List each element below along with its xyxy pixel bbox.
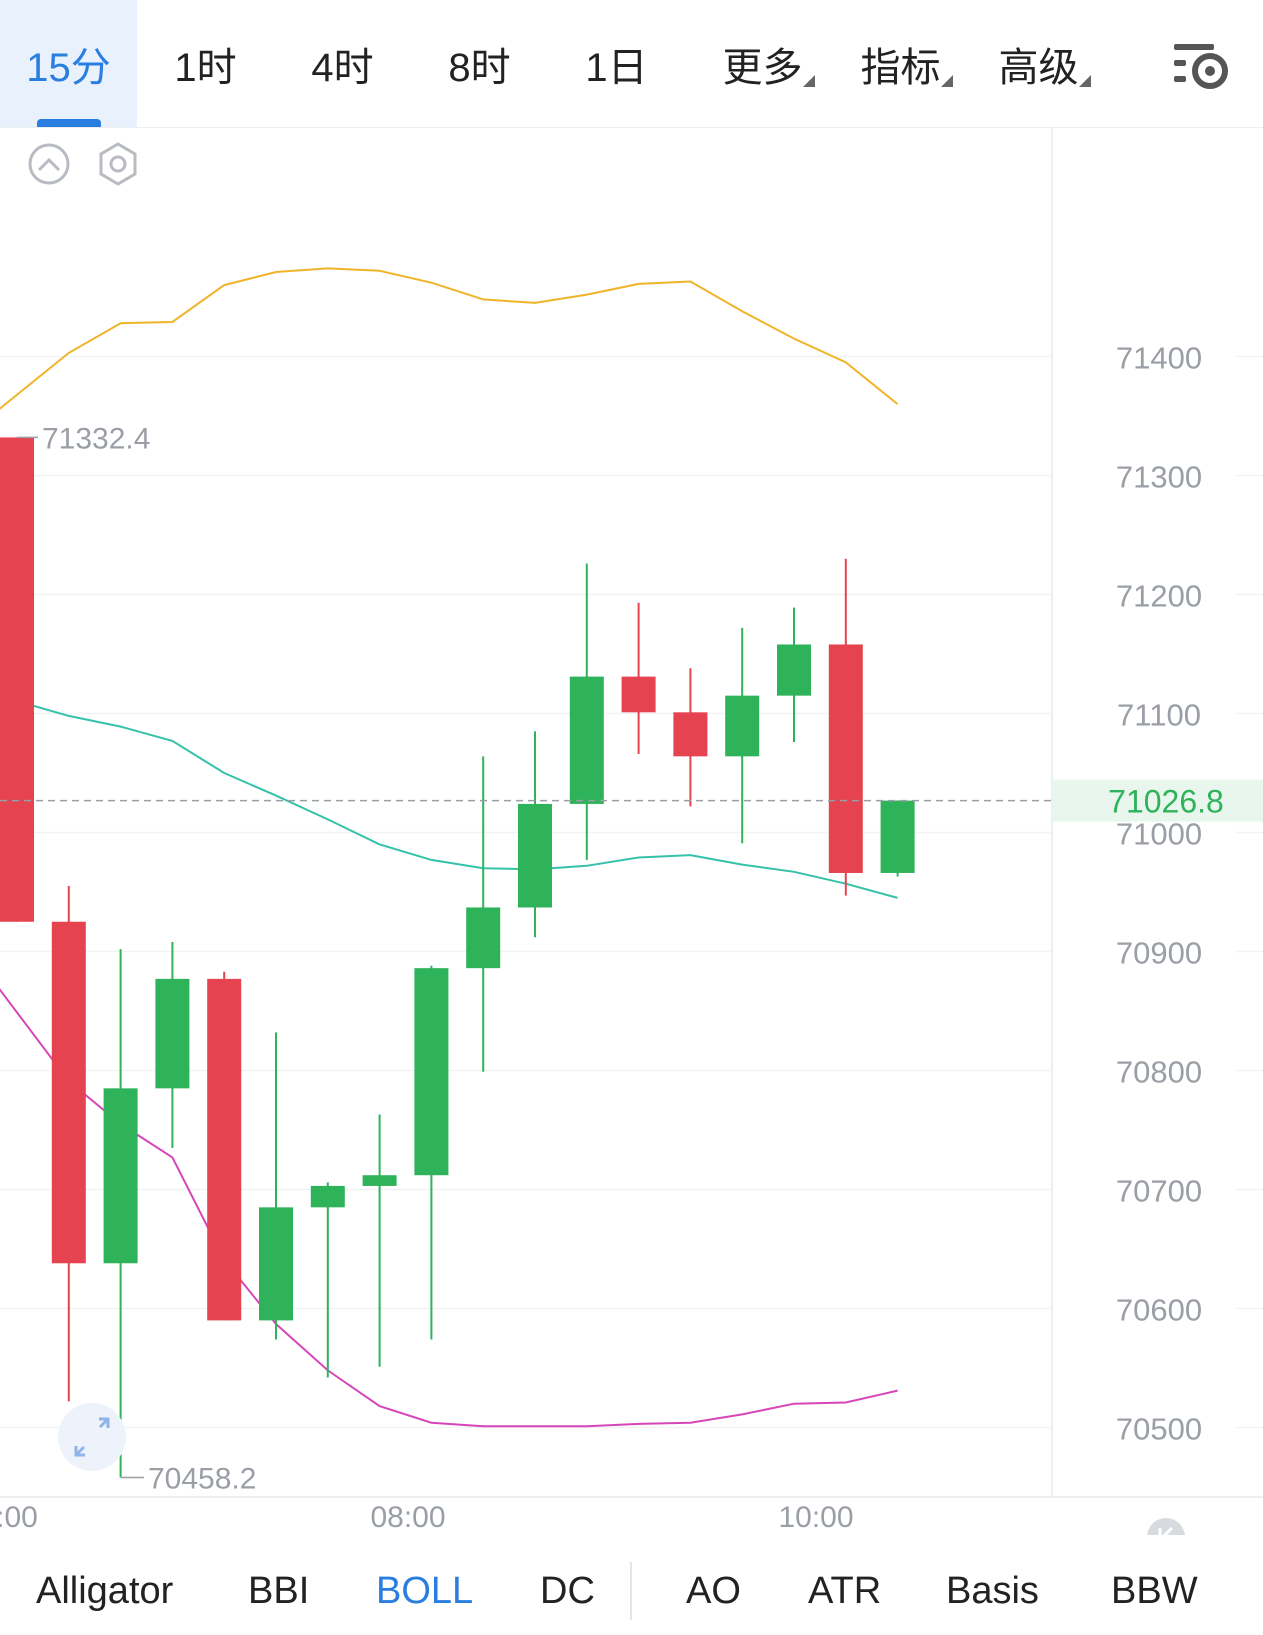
active-tab-indicator (36, 119, 101, 127)
candle (569, 563, 604, 860)
boll-upper-line (0, 267, 899, 410)
candle-body (880, 800, 915, 873)
more-dropdown[interactable]: 更多 (700, 0, 825, 127)
indicator-basis[interactable]: Basis (946, 1570, 1039, 1612)
timeframe-toolbar: 15分 1时 4时 8时 1日 更多 指标 高级 (0, 0, 1263, 128)
min-price-label: 70458.2 (148, 1462, 256, 1495)
tab-label: 15分 (26, 45, 111, 90)
indicator-boll[interactable]: BOLL (376, 1570, 474, 1612)
indicator-ao[interactable]: AO (686, 1570, 741, 1612)
tab-label: 1日 (585, 45, 648, 90)
current-price-label: 71026.8 (1108, 784, 1224, 820)
dropdown-label: 高级 (998, 45, 1079, 90)
y-axis-tick-label: 71200 (1116, 579, 1202, 614)
y-axis-tick-label: 71000 (1116, 817, 1202, 852)
y-axis-tick-label: 70900 (1116, 936, 1202, 971)
candle-body (828, 644, 863, 873)
y-axis-tick-label: 70700 (1116, 1174, 1202, 1209)
tab-label: 1时 (174, 45, 237, 90)
advanced-dropdown[interactable]: 高级 (976, 0, 1101, 127)
candle-body (518, 803, 552, 908)
candle (207, 971, 242, 1321)
y-axis-tick-label: 71400 (1116, 341, 1202, 376)
indicator-atr[interactable]: ATR (808, 1570, 882, 1612)
indicator-bar: Alligator BBI BOLL DC AO ATR Basis BBW (0, 1548, 1263, 1635)
chart-canvas: 71400 71300 71200 71100 71000 70900 70800 70700… (0, 127, 1263, 1556)
indicator-bbi[interactable]: BBI (248, 1570, 310, 1612)
y-axis-tick-label: 70600 (1116, 1293, 1202, 1328)
tab-label: 8时 (448, 45, 511, 90)
indicator-bbw[interactable]: BBW (1111, 1570, 1198, 1612)
candle (310, 1182, 345, 1378)
candle (362, 1114, 397, 1367)
tab-1d[interactable]: 1日 (548, 0, 685, 127)
candlestick-chart[interactable]: 71400 71300 71200 71100 71000 70900 70800 70700… (0, 127, 1263, 1556)
candle-body (466, 907, 501, 969)
dropdown-caret-icon (803, 75, 815, 87)
candle-body (621, 676, 656, 713)
candle (103, 949, 138, 1478)
max-price-label: 71332.4 (42, 422, 150, 455)
candle-body (673, 712, 708, 757)
scroll-to-latest-button[interactable] (1147, 1518, 1185, 1556)
boll-middle-line (0, 695, 898, 899)
candle (673, 668, 708, 807)
settings-gear-icon[interactable] (99, 142, 137, 186)
fullscreen-button[interactable] (58, 1403, 126, 1471)
y-axis-tick-label: 70800 (1116, 1055, 1202, 1090)
expand-icon (74, 1445, 86, 1457)
chevron-up-icon (37, 157, 61, 172)
candle (51, 886, 86, 1402)
tab-15m[interactable]: 15分 (0, 0, 137, 127)
indicator-alligator[interactable]: Alligator (36, 1570, 174, 1612)
candle (0, 437, 34, 922)
candle (259, 1032, 293, 1340)
x-axis-tick-label: 10:00 (778, 1501, 853, 1534)
candle-body (259, 1207, 293, 1321)
candle (828, 558, 863, 896)
indicators-dropdown[interactable]: 指标 (838, 0, 963, 127)
candle-body (51, 921, 86, 1264)
candle-body (777, 644, 811, 696)
candle-body (207, 978, 242, 1321)
chart-settings-icon[interactable] (1170, 40, 1234, 92)
dropdown-caret-icon (1079, 75, 1091, 87)
candle (880, 800, 915, 877)
candle (466, 756, 501, 1072)
candle-body (155, 978, 190, 1089)
dropdown-label: 更多 (722, 45, 803, 90)
y-axis-tick-label: 71100 (1117, 698, 1201, 733)
current-price-badge (1052, 779, 1263, 822)
y-axis-tick-label: 71300 (1116, 460, 1202, 495)
collapse-button[interactable] (28, 143, 70, 185)
tab-8h[interactable]: 8时 (411, 0, 548, 127)
candle-body (103, 1088, 138, 1264)
candle-body (310, 1185, 345, 1208)
candle-body (569, 676, 604, 804)
dropdown-label: 指标 (860, 45, 941, 90)
candle (518, 731, 552, 938)
boll-lower-line (0, 988, 898, 1428)
candle (155, 941, 190, 1148)
dropdown-caret-icon (941, 75, 953, 87)
candle-body (414, 968, 449, 1176)
indicator-dc[interactable]: DC (540, 1570, 595, 1612)
candle (414, 965, 449, 1340)
tab-1h[interactable]: 1时 (137, 0, 274, 127)
y-axis-tick-label: 70500 (1116, 1412, 1202, 1447)
x-axis-tick-label: 08:00 (370, 1501, 445, 1534)
candle-body (725, 695, 760, 757)
candle-body (362, 1175, 397, 1186)
candle (777, 607, 811, 743)
tab-4h[interactable]: 4时 (274, 0, 411, 127)
candle-body (0, 437, 34, 922)
candle (725, 627, 760, 844)
candle (621, 602, 656, 754)
tab-label: 4时 (311, 45, 374, 90)
divider (630, 1562, 632, 1620)
x-axis-tick-label: :00 (0, 1501, 38, 1534)
